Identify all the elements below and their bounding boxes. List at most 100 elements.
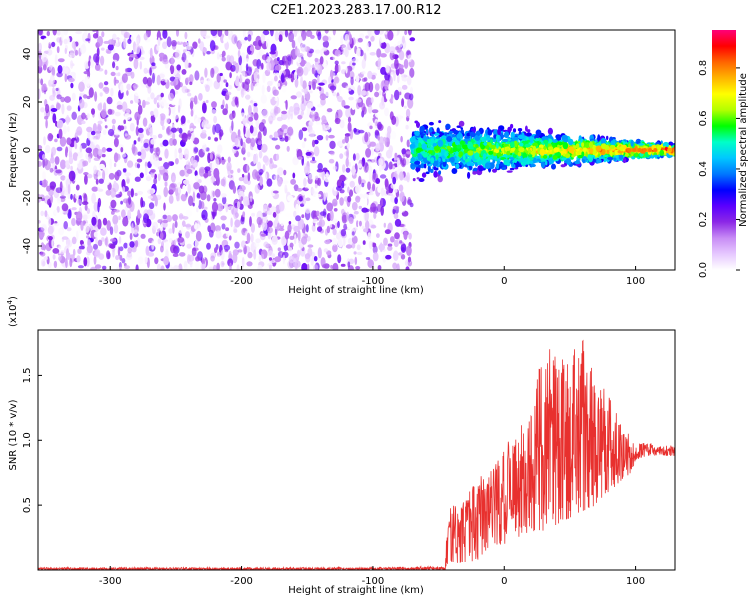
spectrogram-cell — [529, 160, 534, 165]
spectrogram-cell — [310, 110, 316, 116]
spectrogram-cell — [181, 52, 187, 63]
spectrogram-cell — [162, 219, 168, 224]
spectrogram-cell — [113, 76, 117, 86]
spectrogram-cell — [186, 169, 193, 174]
spectrogram-cell — [153, 97, 157, 105]
spectrogram-cell — [356, 251, 363, 256]
spectrogram-cell — [225, 232, 230, 237]
spectrogram-cell — [438, 170, 442, 175]
spectrogram-cell — [229, 262, 232, 270]
spectrogram-cell — [248, 116, 254, 122]
spectrogram-cell — [181, 132, 188, 143]
spectrogram-cell — [130, 71, 135, 79]
spectrogram-cell — [229, 72, 232, 79]
spectrogram-cell — [65, 257, 68, 269]
spectrogram-cell — [332, 262, 339, 270]
spectrogram-cell — [200, 30, 207, 38]
spectrogram-cell — [164, 241, 169, 251]
spectrogram-cell — [398, 50, 405, 61]
spectrogram-cell — [124, 172, 131, 177]
spectrogram-cell — [426, 147, 431, 151]
spectrogram-cell — [341, 44, 348, 56]
spectrogram-cell — [337, 109, 343, 118]
spectrogram-cell — [331, 237, 338, 246]
spectrogram-cell — [38, 88, 41, 100]
spectrogram-cell — [422, 135, 428, 143]
spectrogram-cell — [81, 112, 86, 120]
spectrogram-cell — [347, 195, 352, 203]
spectrogram-cell — [305, 224, 309, 233]
spectrogram-cell — [411, 165, 415, 170]
spectrogram-cell — [619, 146, 624, 152]
spectrogram-cell — [41, 86, 48, 91]
spectrogram-cell — [253, 71, 260, 82]
spectrogram-cell — [389, 76, 393, 86]
spectrogram-cell — [38, 30, 43, 36]
spectrogram-cell — [365, 35, 369, 39]
spectrogram-cell — [175, 49, 181, 60]
spectrogram-cell — [453, 130, 459, 135]
spectrogram-cell — [196, 197, 200, 207]
spectrogram-cell — [390, 183, 396, 189]
spectrogram-cell — [252, 203, 259, 208]
spectrogram-cell — [496, 160, 501, 165]
spectrogram-cell — [274, 106, 281, 114]
spectrogram-cell — [75, 184, 80, 191]
spectrogram-cell — [332, 30, 336, 36]
spectrogram-cell — [272, 211, 277, 218]
spectrogram-cell — [247, 151, 251, 158]
spectrogram-cell — [384, 80, 389, 91]
spectrogram-cell — [399, 240, 403, 244]
spectrogram-cell — [176, 30, 179, 37]
spectrogram-cell — [600, 137, 607, 145]
spectrogram-cell — [52, 113, 57, 124]
spectrogram-cell — [248, 120, 253, 127]
spectrogram-cell — [138, 213, 142, 219]
spectrogram-cell — [314, 57, 319, 63]
spectrogram-cell — [357, 85, 362, 96]
spectrogram-cell — [234, 96, 239, 106]
spectrogram-cell — [49, 181, 57, 189]
spectrogram-cell — [348, 96, 354, 101]
spectrogram-cell — [295, 91, 303, 98]
spectrogram-cell — [304, 187, 308, 191]
spectrogram-cell — [65, 114, 70, 125]
spectrogram-cell — [252, 154, 257, 165]
spectrogram-cell — [213, 168, 220, 179]
spectrogram-cell — [86, 126, 93, 133]
spectrogram-cell — [193, 223, 201, 231]
spectrogram-cell — [306, 106, 311, 117]
spectrogram-cell — [466, 132, 471, 137]
spectrogram-cell — [146, 77, 153, 87]
spectrogram-cell — [380, 187, 385, 197]
spectrogram-cell — [399, 91, 402, 96]
spectrogram-cell — [147, 97, 151, 101]
spectrogram-cell — [158, 114, 161, 124]
spectrogram-cell — [105, 154, 110, 164]
spectrogram-cell — [258, 168, 264, 175]
spectrogram-cell — [483, 153, 487, 160]
spectrogram-cell — [149, 154, 156, 165]
spectrogram-cell — [107, 39, 115, 45]
spectrogram-cell — [246, 130, 251, 139]
spectrogram-cell — [140, 233, 146, 239]
spectrogram-cell — [201, 129, 207, 134]
spectrogram-cell — [121, 101, 128, 113]
spectrogram-cell — [395, 46, 399, 51]
spectrogram-cell — [327, 186, 333, 192]
spectrogram-cell — [159, 150, 165, 155]
spectrogram-cell — [136, 158, 143, 163]
spectrogram-cell — [580, 139, 583, 143]
spectrogram-cell — [150, 64, 157, 70]
spectrogram-cell — [172, 253, 179, 257]
spectrogram-cell — [603, 154, 609, 158]
spectrogram-cell — [43, 178, 46, 188]
spectrogram-cell — [84, 204, 88, 211]
spectrogram-cell — [178, 37, 182, 43]
spectrogram-cell — [97, 187, 100, 191]
spectrogram-cell — [123, 38, 127, 49]
spectrogram-cell — [201, 120, 208, 129]
spectrogram-cell — [273, 72, 280, 76]
spectrogram-cell — [106, 147, 113, 152]
spectrogram-cell — [143, 142, 149, 148]
